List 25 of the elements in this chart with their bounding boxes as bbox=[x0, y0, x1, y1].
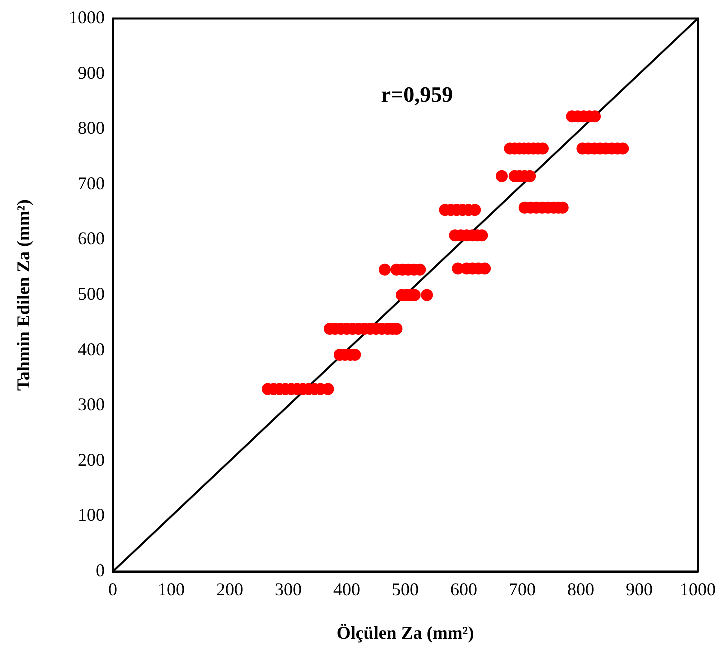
x-tick-label: 400 bbox=[334, 579, 360, 600]
x-axis-title: Ölçülen Za (mm²) bbox=[336, 622, 474, 643]
x-tick-label: 1000 bbox=[680, 579, 716, 600]
y-tick-label: 900 bbox=[78, 62, 105, 83]
x-tick-label: 200 bbox=[216, 579, 244, 600]
x-tick-label: 0 bbox=[108, 579, 118, 600]
y-tick-label: 500 bbox=[78, 284, 105, 304]
y-tick-label: 0 bbox=[96, 560, 105, 581]
x-tick-label: 900 bbox=[626, 579, 653, 600]
y-axis-title: Tahmin Edilen Za (mm²) bbox=[13, 200, 34, 391]
y-tick-label: 400 bbox=[78, 339, 105, 360]
y-tick-label: 100 bbox=[78, 505, 105, 526]
y-tick-label: 800 bbox=[78, 118, 105, 138]
y-tick-label: 300 bbox=[78, 394, 105, 415]
y-tick-label: 700 bbox=[78, 173, 105, 194]
y-tick-label: 200 bbox=[78, 450, 105, 470]
annotation: r=0,959 bbox=[381, 82, 454, 107]
x-tick-label: 300 bbox=[275, 579, 302, 600]
x-tick-label: 600 bbox=[450, 579, 478, 600]
x-tick-label: 700 bbox=[509, 579, 536, 600]
y-tick-label: 600 bbox=[78, 228, 105, 249]
x-tick-label: 800 bbox=[568, 579, 594, 600]
x-tick-label: 500 bbox=[392, 579, 419, 600]
x-tick-label: 100 bbox=[158, 579, 185, 600]
y-tick-label: 1000 bbox=[69, 8, 105, 28]
